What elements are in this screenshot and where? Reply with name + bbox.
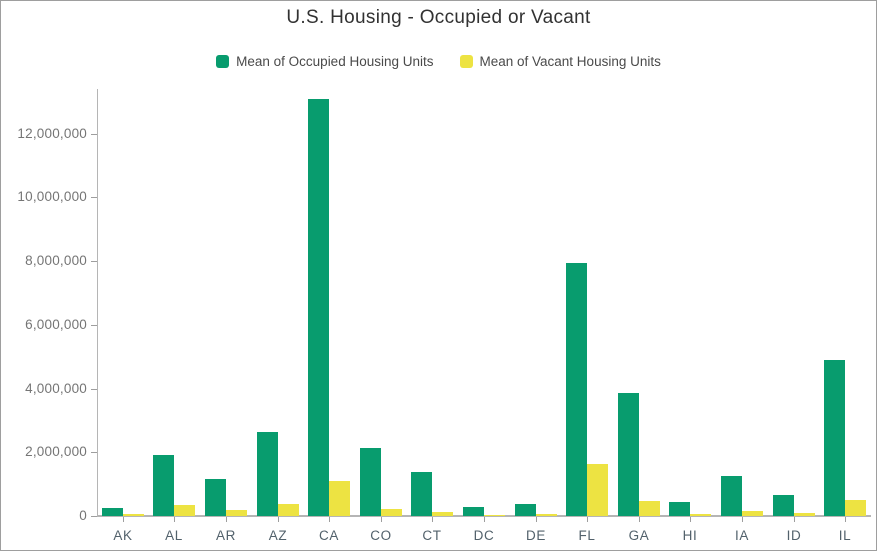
bar-occupied-AL[interactable] [153, 455, 174, 516]
occupied-series-swatch-icon [216, 55, 230, 68]
x-axis-label: CT [422, 528, 442, 543]
bar-occupied-IL[interactable] [824, 360, 845, 516]
y-axis-tick [91, 134, 97, 135]
legend-item-occupied[interactable]: Mean of Occupied Housing Units [216, 54, 434, 69]
y-axis-label: 4,000,000 [25, 381, 87, 396]
bar-vacant-CA[interactable] [329, 481, 350, 516]
x-axis-label: IL [838, 528, 852, 543]
x-axis-line [97, 515, 871, 517]
bar-occupied-CT[interactable] [411, 472, 432, 516]
y-axis-line [97, 89, 98, 516]
bar-vacant-CO[interactable] [381, 509, 402, 516]
bar-vacant-IA[interactable] [742, 511, 763, 516]
y-axis-label: 12,000,000 [17, 126, 87, 141]
legend-label-occupied: Mean of Occupied Housing Units [236, 54, 434, 69]
bar-vacant-HI[interactable] [690, 514, 711, 516]
x-axis-tick [536, 517, 537, 522]
x-axis-tick [690, 517, 691, 522]
x-axis-tick [845, 517, 846, 522]
x-axis-tick [742, 517, 743, 522]
legend-item-vacant[interactable]: Mean of Vacant Housing Units [459, 54, 661, 69]
x-axis-label: DE [526, 528, 546, 543]
bar-occupied-AK[interactable] [102, 508, 123, 516]
bar-occupied-CO[interactable] [360, 448, 381, 516]
bar-occupied-HI[interactable] [669, 502, 690, 516]
x-axis-label: ID [786, 528, 802, 543]
y-axis-tick [91, 197, 97, 198]
y-axis-tick [91, 516, 97, 517]
y-axis-label: 10,000,000 [17, 189, 87, 204]
bar-occupied-FL[interactable] [566, 263, 587, 516]
bar-vacant-IL[interactable] [845, 500, 866, 516]
chart-title: U.S. Housing - Occupied or Vacant [286, 7, 591, 28]
bar-vacant-DE[interactable] [536, 514, 557, 516]
x-axis-label: AL [165, 528, 183, 543]
y-axis-tick [91, 452, 97, 453]
bar-vacant-FL[interactable] [587, 464, 608, 516]
x-axis-tick [123, 517, 124, 522]
x-axis-label: FL [578, 528, 596, 543]
x-axis-tick [381, 517, 382, 522]
bar-vacant-AL[interactable] [174, 505, 195, 516]
bar-vacant-CT[interactable] [432, 512, 453, 516]
y-axis-label: 0 [79, 508, 87, 523]
bar-occupied-AZ[interactable] [257, 432, 278, 516]
x-axis-label: CO [370, 528, 392, 543]
x-axis-label: CA [319, 528, 339, 543]
y-axis-tick [91, 389, 97, 390]
x-axis-label: DC [473, 528, 495, 543]
bar-occupied-DE[interactable] [515, 504, 536, 516]
x-axis-tick [484, 517, 485, 522]
bar-vacant-AR[interactable] [226, 510, 247, 516]
y-axis-label: 2,000,000 [25, 444, 87, 459]
x-axis-tick [174, 517, 175, 522]
y-axis-label: 6,000,000 [25, 317, 87, 332]
bar-occupied-CA[interactable] [308, 99, 329, 516]
x-axis-tick [639, 517, 640, 522]
bar-occupied-IA[interactable] [721, 476, 742, 516]
x-axis-tick [587, 517, 588, 522]
vacant-series-swatch-icon [459, 55, 473, 68]
bar-occupied-AR[interactable] [205, 479, 226, 516]
bar-occupied-GA[interactable] [618, 393, 639, 516]
bar-vacant-DC[interactable] [484, 515, 505, 516]
x-axis-tick [794, 517, 795, 522]
x-axis-label: AR [216, 528, 236, 543]
legend-label-vacant: Mean of Vacant Housing Units [479, 54, 661, 69]
bar-vacant-ID[interactable] [794, 513, 815, 516]
x-axis-tick [432, 517, 433, 522]
bar-vacant-AZ[interactable] [278, 504, 299, 516]
x-axis-label: AK [113, 528, 133, 543]
x-axis-label: IA [735, 528, 749, 543]
x-axis-label: AZ [268, 528, 288, 543]
y-axis-tick [91, 261, 97, 262]
x-axis-tick [329, 517, 330, 522]
x-axis-label: GA [628, 528, 650, 543]
legend: Mean of Occupied Housing Units Mean of V… [1, 54, 876, 69]
x-axis-tick [226, 517, 227, 522]
x-axis-tick [278, 517, 279, 522]
x-axis-label: HI [682, 528, 698, 543]
bar-occupied-ID[interactable] [773, 495, 794, 516]
bar-vacant-AK[interactable] [123, 514, 144, 516]
bar-vacant-GA[interactable] [639, 501, 660, 516]
bar-occupied-DC[interactable] [463, 507, 484, 516]
y-axis-label: 8,000,000 [25, 253, 87, 268]
y-axis-tick [91, 325, 97, 326]
